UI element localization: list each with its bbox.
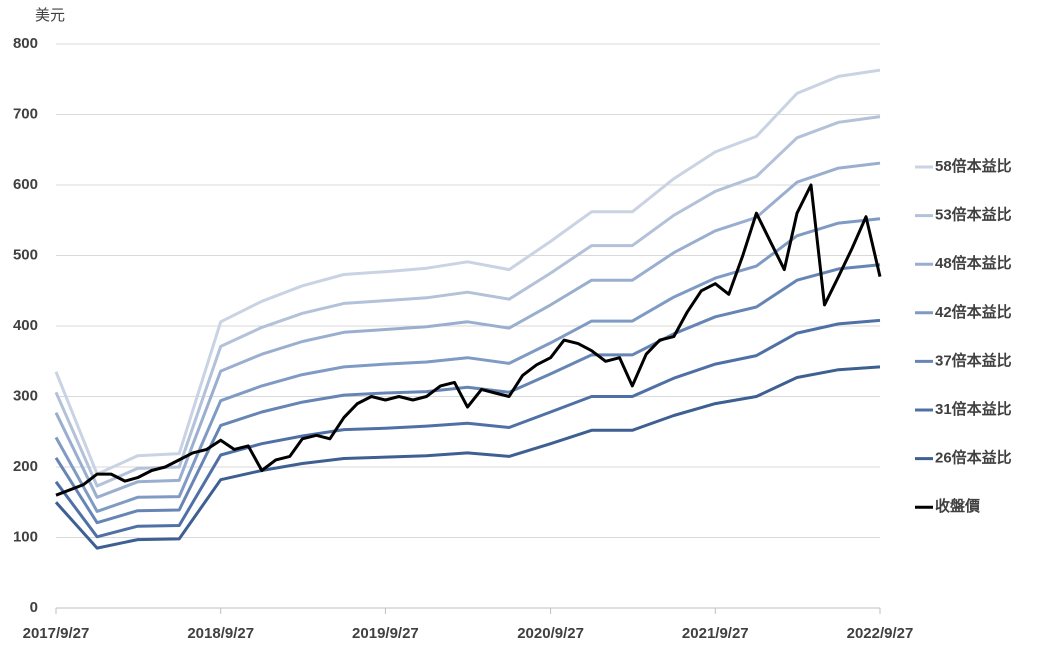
legend-label: 31倍本益比 [935, 400, 1012, 418]
series-line [55, 183, 882, 497]
y-tick-label: 800 [13, 35, 38, 52]
legend-label: 53倍本益比 [935, 206, 1012, 224]
x-tick-label: 2022/9/27 [847, 625, 914, 642]
series-line [54, 68, 881, 476]
legend-label: 48倍本益比 [935, 254, 1012, 272]
y-tick-label: 400 [13, 317, 38, 334]
y-tick-label: 600 [13, 176, 38, 193]
x-tick-label: 2020/9/27 [517, 625, 584, 642]
series-line [54, 318, 881, 539]
legend-label: 58倍本益比 [935, 157, 1012, 175]
legend-label: 37倍本益比 [935, 351, 1012, 369]
x-tick-label: 2021/9/27 [682, 625, 749, 642]
y-tick-label: 700 [13, 105, 38, 122]
series-line [54, 217, 881, 513]
series-line [54, 365, 881, 550]
y-tick-label: 500 [13, 246, 38, 263]
legend-label: 收盤價 [935, 497, 981, 515]
y-tick-label: 200 [13, 458, 38, 475]
y-tick-label: 100 [13, 528, 38, 545]
x-tick-label: 2019/9/27 [352, 625, 419, 642]
y-tick-label: 0 [30, 599, 38, 616]
x-tick-label: 2017/9/27 [23, 625, 90, 642]
y-tick-label: 300 [13, 387, 38, 404]
legend-label: 26倍本益比 [935, 449, 1012, 467]
series-line [54, 115, 881, 488]
x-tick-label: 2018/9/27 [187, 625, 254, 642]
series-line [54, 161, 881, 499]
series-line [54, 263, 881, 525]
y-axis-label: 美元 [35, 7, 65, 24]
legend-label: 42倍本益比 [935, 303, 1012, 321]
